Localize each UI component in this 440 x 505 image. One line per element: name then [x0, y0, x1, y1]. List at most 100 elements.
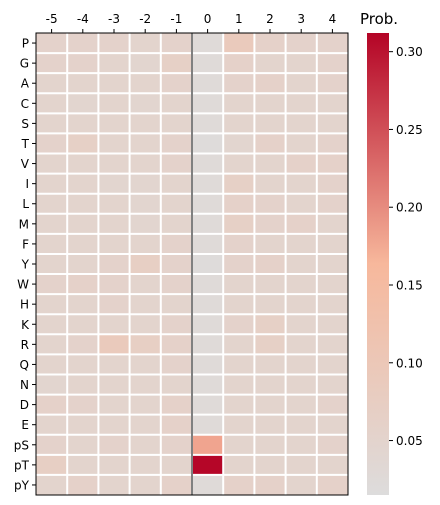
y-tick-label: M — [19, 217, 29, 231]
heatmap-cell-H-col-1 — [67, 294, 99, 315]
y-tick-label: S — [21, 117, 29, 131]
heatmap-cell-C-col-7 — [254, 93, 286, 114]
heatmap-cell-pY-col-6 — [223, 474, 255, 495]
heatmap-cell-Y-col-5 — [192, 253, 224, 275]
colorbar-label: Prob. — [360, 10, 398, 28]
heatmap-cell-H-col-3 — [129, 294, 161, 315]
heatmap-cell-T-col-2 — [98, 133, 130, 154]
y-tick-label: T — [21, 137, 30, 151]
heatmap-cell-Y-col-8 — [285, 253, 317, 275]
heatmap-cell-R-col-6 — [223, 334, 255, 355]
heatmap-cell-C-col-4 — [160, 93, 192, 114]
heatmap-cell-W-col-4 — [160, 274, 192, 295]
heatmap-cell-pY-col-1 — [67, 474, 99, 495]
x-tick-label: 1 — [235, 12, 243, 26]
heatmap-cell-I-col-9 — [316, 173, 348, 194]
heatmap-cell-pT-col-2 — [98, 454, 130, 475]
heatmap-cell-pY-col-2 — [98, 474, 130, 495]
heatmap-cell-K-col-7 — [254, 314, 286, 335]
heatmap-cell-W-col-6 — [223, 274, 255, 295]
heatmap-cell-G-col-7 — [254, 53, 286, 74]
heatmap-cell-K-col-1 — [67, 314, 99, 335]
heatmap-cell-pT-col-3 — [129, 454, 161, 475]
heatmap-cell-A-col-5 — [192, 73, 224, 94]
heatmap-cell-Y-col-4 — [160, 253, 192, 275]
heatmap-cell-M-col-5 — [192, 213, 224, 234]
heatmap-cell-M-col-0 — [36, 213, 68, 234]
y-tick-label: W — [17, 278, 29, 292]
heatmap-cell-E-col-0 — [36, 414, 68, 435]
heatmap-cell-R-col-4 — [160, 334, 192, 355]
heatmap-cell-L-col-9 — [316, 193, 348, 214]
colorbar-tick-label: 0.25 — [396, 123, 423, 137]
heatmap-cell-Y-col-6 — [223, 253, 255, 275]
heatmap-cell-M-col-4 — [160, 213, 192, 234]
heatmap-cell-pT-col-9 — [316, 454, 348, 475]
heatmap-cell-R-col-9 — [316, 334, 348, 355]
heatmap-cell-C-col-9 — [316, 93, 348, 114]
heatmap-cell-I-col-8 — [285, 173, 317, 194]
heatmap-cell-L-col-7 — [254, 193, 286, 214]
heatmap-cell-E-col-7 — [254, 414, 286, 435]
heatmap-cell-V-col-8 — [285, 153, 317, 174]
heatmap-cell-H-col-5 — [192, 294, 224, 315]
heatmap-cell-N-col-9 — [316, 374, 348, 395]
y-tick-label: L — [22, 197, 29, 211]
heatmap-cell-Y-col-7 — [254, 253, 286, 275]
heatmap-cell-S-col-0 — [36, 113, 68, 134]
heatmap-cell-pY-col-4 — [160, 474, 192, 495]
heatmap-cell-T-col-9 — [316, 133, 348, 154]
heatmap-cell-D-col-0 — [36, 394, 68, 415]
heatmap-cell-E-col-4 — [160, 414, 192, 435]
heatmap-cell-H-col-4 — [160, 294, 192, 315]
heatmap-cell-V-col-7 — [254, 153, 286, 174]
heatmap-cell-E-col-8 — [285, 414, 317, 435]
heatmap-cell-pT-col-0 — [36, 454, 68, 475]
heatmap-cell-pS-col-7 — [254, 434, 286, 455]
heatmap-cell-A-col-9 — [316, 73, 348, 94]
x-axis-ticks: -5 -4 -3 -2 -1 0 1 2 3 4 — [46, 12, 336, 33]
heatmap-cell-pS-col-4 — [160, 434, 192, 455]
heatmap-cell-D-col-4 — [160, 394, 192, 415]
heatmap-cell-Y-col-9 — [316, 253, 348, 275]
heatmap-cell-pS-col-0 — [36, 434, 68, 455]
colorbar-tick-label: 0.20 — [396, 201, 423, 215]
heatmap-cell-pS-col-8 — [285, 434, 317, 455]
heatmap-cell-I-col-3 — [129, 173, 161, 194]
heatmap-cell-W-col-1 — [67, 274, 99, 295]
heatmap-cell-T-col-8 — [285, 133, 317, 154]
heatmap-cell-S-col-3 — [129, 113, 161, 134]
heatmap-cell-C-col-5 — [192, 93, 224, 114]
heatmap-cell-E-col-6 — [223, 414, 255, 435]
heatmap-cell-G-col-3 — [129, 53, 161, 74]
heatmap-cell-E-col-3 — [129, 414, 161, 435]
heatmap-cell-I-col-4 — [160, 173, 192, 194]
heatmap-cell-P-col-9 — [316, 33, 348, 54]
heatmap-cell-E-col-9 — [316, 414, 348, 435]
heatmap-cell-P-col-4 — [160, 33, 192, 54]
heatmap-cells — [36, 33, 348, 495]
heatmap-cell-T-col-1 — [67, 133, 99, 154]
x-tick-label: -3 — [108, 12, 120, 26]
heatmap-cell-I-col-7 — [254, 173, 286, 194]
heatmap-cell-N-col-2 — [98, 374, 130, 395]
heatmap-cell-T-col-5 — [192, 133, 224, 154]
heatmap-cell-V-col-2 — [98, 153, 130, 174]
heatmap-cell-W-col-8 — [285, 274, 317, 295]
heatmap-cell-D-col-7 — [254, 394, 286, 415]
heatmap-cell-N-col-6 — [223, 374, 255, 395]
heatmap-cell-A-col-8 — [285, 73, 317, 94]
heatmap-cell-Q-col-4 — [160, 354, 192, 375]
heatmap-cell-F-col-3 — [129, 233, 161, 254]
heatmap-cell-R-col-0 — [36, 334, 68, 355]
heatmap-cell-N-col-0 — [36, 374, 68, 395]
heatmap-cell-Q-col-3 — [129, 354, 161, 375]
heatmap-cell-P-col-0 — [36, 33, 68, 54]
heatmap-cell-W-col-5 — [192, 274, 224, 295]
heatmap-cell-I-col-5 — [192, 173, 224, 194]
heatmap-cell-P-col-8 — [285, 33, 317, 54]
heatmap-cell-pT-col-5 — [192, 454, 224, 475]
heatmap-cell-H-col-9 — [316, 294, 348, 315]
heatmap-cell-D-col-1 — [67, 394, 99, 415]
